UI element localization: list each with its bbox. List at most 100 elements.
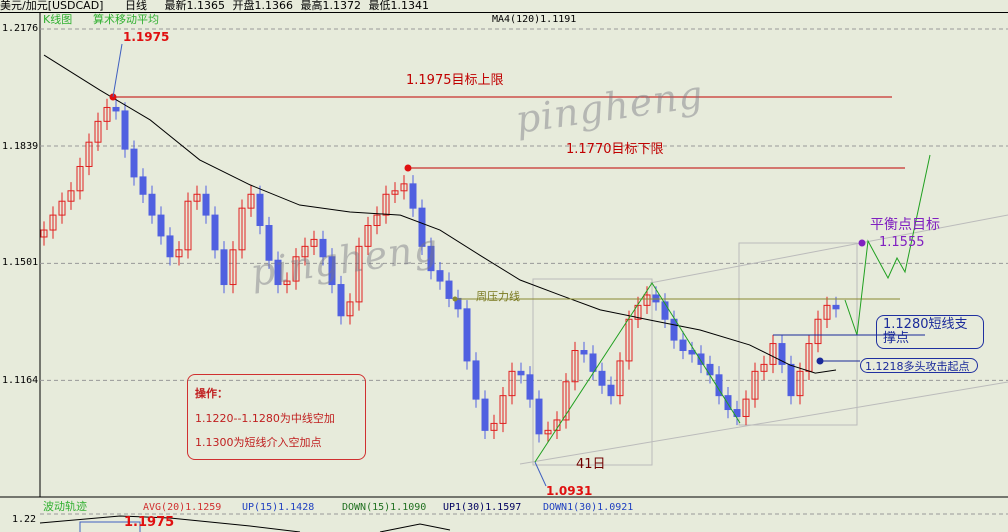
sub-peak-label: 1.1975 bbox=[124, 515, 175, 530]
upper-trendline bbox=[649, 214, 1008, 284]
y-tick-label: 1.2176 bbox=[2, 23, 39, 34]
candle-up bbox=[625, 318, 633, 362]
y-tick-label: 1.1501 bbox=[2, 257, 39, 268]
candle-up bbox=[742, 398, 750, 417]
candle-up bbox=[301, 245, 309, 258]
candle-up bbox=[373, 214, 381, 227]
candle-down bbox=[526, 374, 534, 400]
candle-down bbox=[670, 318, 678, 341]
weekly-resistance-label: 周压力线 bbox=[476, 290, 520, 303]
candle-down bbox=[778, 343, 786, 365]
candle-up bbox=[247, 193, 255, 209]
bull-start-dot bbox=[816, 357, 824, 365]
candle-down bbox=[463, 308, 471, 362]
trend-projection bbox=[534, 282, 741, 463]
y-tick-label: 1.1164 bbox=[2, 375, 39, 386]
ma-type-label: 算术移动平均 bbox=[93, 13, 159, 26]
sub-band bbox=[79, 521, 141, 532]
candle-up bbox=[751, 370, 759, 400]
operation-line-1: 1.1220--1.1280为中线空加 bbox=[195, 412, 335, 425]
candle-up bbox=[58, 200, 66, 216]
balance-target-title: 平衡点目标 bbox=[870, 217, 940, 233]
down-readout: DOWN(15)1.1090 bbox=[342, 502, 427, 513]
support-callout: 1.1280短线支 撑点 bbox=[876, 315, 984, 349]
range-box bbox=[738, 242, 858, 426]
candle-down bbox=[418, 207, 426, 247]
candle-down bbox=[724, 395, 732, 411]
resistance-dot bbox=[452, 296, 458, 302]
candle-up bbox=[76, 165, 84, 192]
candle-down bbox=[211, 214, 219, 251]
ma120-line bbox=[43, 54, 837, 374]
candle-up bbox=[310, 238, 318, 247]
candle-up bbox=[490, 422, 498, 431]
support-callout-line2: 撑点 bbox=[883, 331, 910, 346]
candle-up bbox=[634, 304, 642, 320]
sub-avg-line bbox=[39, 515, 301, 532]
low-leader bbox=[534, 461, 547, 487]
candle-down bbox=[787, 363, 795, 397]
candle-down bbox=[121, 110, 129, 150]
candle-down bbox=[274, 259, 282, 286]
candle-up bbox=[193, 193, 201, 202]
candle-down bbox=[598, 370, 606, 386]
candle-up bbox=[553, 419, 561, 431]
candle-down bbox=[481, 398, 489, 431]
candle-up bbox=[94, 120, 102, 143]
kline-label: K线图 bbox=[43, 13, 73, 26]
y-tick-label: 1.1839 bbox=[2, 141, 39, 152]
candle-up bbox=[40, 229, 48, 238]
candle-down bbox=[688, 350, 696, 355]
candle-up bbox=[103, 106, 111, 122]
candle-down bbox=[832, 304, 840, 310]
candle-down bbox=[679, 339, 687, 352]
candle-down bbox=[166, 235, 174, 258]
ma-readout: MA4(120)1.1191 bbox=[492, 14, 577, 25]
days-label: 41日 bbox=[576, 457, 606, 472]
candle-down bbox=[265, 225, 273, 261]
candle-down bbox=[472, 360, 480, 400]
candle-down bbox=[337, 284, 345, 317]
avg-readout: AVG(20)1.1259 bbox=[143, 502, 222, 513]
range-box bbox=[532, 278, 653, 466]
bull-start-callout: 1.1218多头攻击起点 bbox=[860, 358, 978, 373]
target-dot bbox=[404, 164, 412, 172]
balance-dot bbox=[858, 239, 866, 247]
candle-up bbox=[283, 280, 291, 286]
candle-down bbox=[427, 245, 435, 272]
candle-down bbox=[157, 214, 165, 237]
lower-target-label: 1.1770目标下限 bbox=[566, 142, 664, 157]
candle-up bbox=[67, 190, 75, 202]
candle-down bbox=[652, 294, 660, 303]
candle-up bbox=[823, 304, 831, 320]
candle-up bbox=[364, 225, 372, 247]
candle-up bbox=[184, 200, 192, 251]
period: 日线 bbox=[124, 0, 147, 12]
support-callout-line1: 1.1280短线支 bbox=[883, 317, 968, 332]
candle-down bbox=[130, 148, 138, 178]
symbol: 美元/加元[USDCAD] bbox=[0, 0, 104, 12]
candle-down bbox=[454, 297, 462, 310]
operation-line-2: 1.1300为短线介入空加点 bbox=[195, 436, 322, 449]
candle-up bbox=[391, 190, 399, 195]
candle-down bbox=[589, 353, 597, 372]
candle-up bbox=[643, 294, 651, 306]
peak-leader bbox=[112, 43, 123, 98]
candle-up bbox=[355, 245, 363, 303]
candle-up bbox=[382, 193, 390, 216]
low-label: 1.0931 bbox=[546, 484, 593, 498]
candle-up bbox=[499, 395, 507, 424]
candle-up bbox=[229, 249, 237, 286]
candle-up bbox=[760, 363, 768, 372]
candle-up bbox=[796, 370, 804, 397]
up-readout: UP(15)1.1428 bbox=[242, 502, 315, 513]
candle-down bbox=[445, 280, 453, 299]
high-price: 最高1.1372 bbox=[300, 0, 361, 12]
candle-down bbox=[517, 370, 525, 376]
candle-down bbox=[436, 270, 444, 282]
candle-up bbox=[562, 381, 570, 421]
candle-up bbox=[238, 207, 246, 251]
chart-header: 美元/加元[USDCAD] 日线 最新1.1365 开盘1.1366 最高1.1… bbox=[0, 0, 1008, 13]
candle-down bbox=[220, 249, 228, 286]
sub-panel-title: 波动轨迹 bbox=[43, 500, 87, 513]
